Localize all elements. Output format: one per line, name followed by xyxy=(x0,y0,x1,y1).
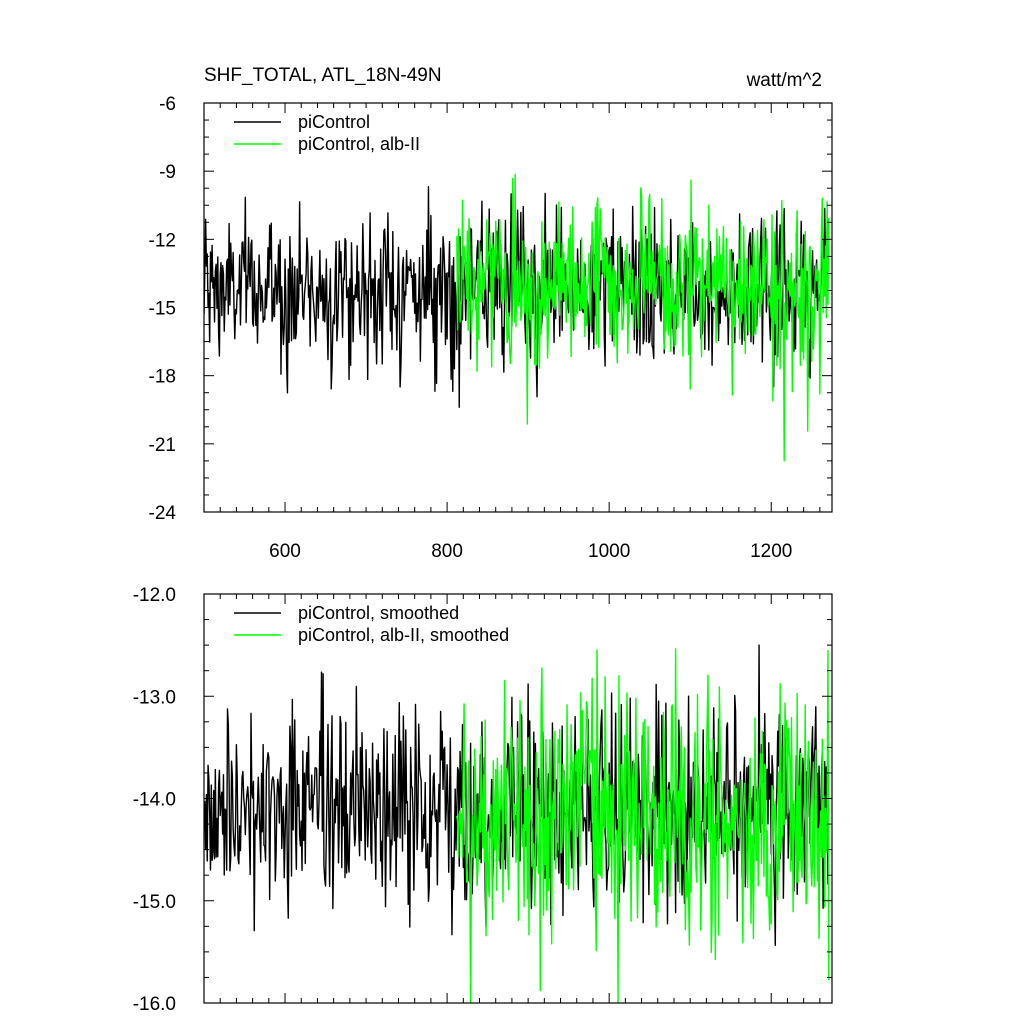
chart-title: SHF_TOTAL, ATL_18N-49N xyxy=(204,65,442,86)
x-tick-label: 1200 xyxy=(750,541,792,562)
y-tick-label: -18 xyxy=(149,367,176,388)
y-tick-label: -15.0 xyxy=(133,892,176,913)
series-group xyxy=(204,644,830,1003)
y-tick-label: -13.0 xyxy=(133,687,176,708)
y-tick-label: -21 xyxy=(149,435,176,456)
legend-label: piControl, smoothed xyxy=(298,603,459,623)
legend-label: piControl, alb-II, smoothed xyxy=(298,625,509,645)
top-chart-panel: -24 -21 -18 -15 -12 -9 -6 600 800 1000 1200 SHF_TOT… xyxy=(149,65,833,562)
series-line-1 xyxy=(456,173,830,462)
y-tick-label: -24 xyxy=(149,503,177,524)
legend-label: piControl xyxy=(298,112,370,132)
legend-label: piControl, alb-II xyxy=(298,134,420,154)
series-line-0 xyxy=(204,644,829,947)
series-line-1 xyxy=(456,648,830,1003)
units-label: watt/m^2 xyxy=(746,70,822,91)
y-tick-label: -15 xyxy=(149,299,176,320)
x-tick-label: 1000 xyxy=(588,541,630,562)
series-group xyxy=(204,173,830,462)
y-tick-label: -6 xyxy=(159,94,176,115)
x-tick-label: 600 xyxy=(269,541,301,562)
y-tick-label: -9 xyxy=(159,162,176,183)
y-tick-label: -12.0 xyxy=(133,585,176,606)
x-tick-label: 800 xyxy=(431,541,463,562)
y-tick-label: -16.0 xyxy=(133,994,176,1015)
bottom-chart-panel: -16.0 -15.0 -14.0 -13.0 -12.0 piControl, smoo… xyxy=(133,585,833,1015)
y-tick-label: -12 xyxy=(149,230,176,251)
y-tick-label: -14.0 xyxy=(133,790,176,811)
